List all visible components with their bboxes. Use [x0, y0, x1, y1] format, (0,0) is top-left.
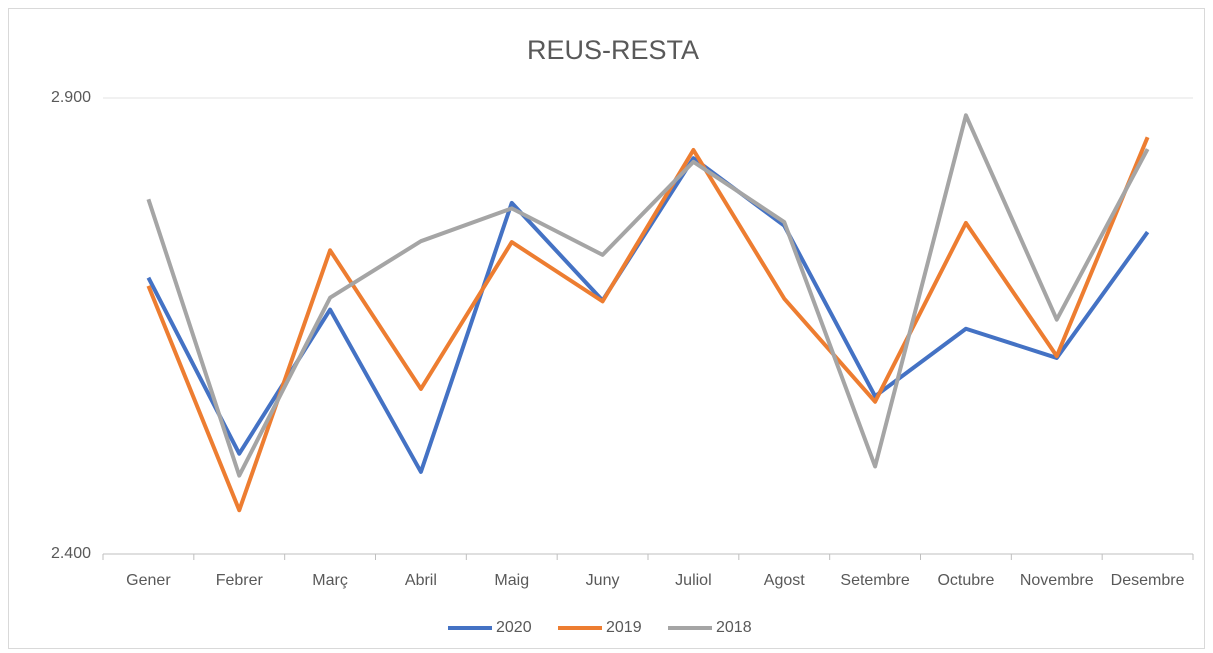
x-tick-label: Gener — [126, 572, 171, 589]
legend-label: 2020 — [496, 619, 532, 636]
x-tick-label: Juliol — [675, 572, 711, 589]
x-tick-label: Novembre — [1020, 572, 1094, 589]
x-tick-label: Abril — [405, 572, 437, 589]
x-tick-label: Febrer — [216, 572, 264, 589]
series-line — [146, 113, 1150, 478]
x-tick-label: Octubre — [937, 572, 994, 589]
legend-label: 2018 — [716, 619, 752, 636]
x-tick-label: Març — [312, 572, 348, 589]
series-line — [146, 136, 1150, 513]
y-tick-label: 2.400 — [51, 545, 91, 562]
y-tick-label: 2.900 — [51, 89, 91, 106]
x-tick-label: Setembre — [840, 572, 909, 589]
chart-title: REUS-RESTA — [527, 35, 699, 65]
legend-label: 2019 — [606, 619, 642, 636]
x-tick-label: Agost — [764, 572, 805, 589]
x-tick-label: Desembre — [1111, 572, 1185, 589]
x-tick-label: Juny — [586, 572, 620, 589]
x-tick-label: Maig — [494, 572, 529, 589]
chart-frame — [8, 8, 1205, 649]
